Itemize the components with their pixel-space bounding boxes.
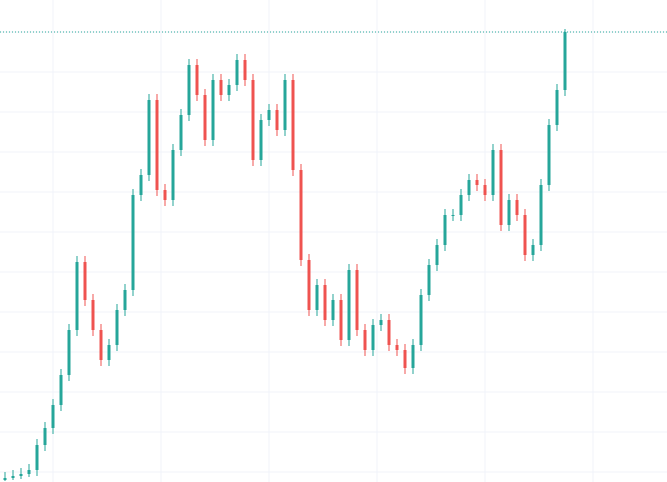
candle-body — [379, 320, 383, 325]
candle-body — [467, 180, 471, 195]
candle-body — [339, 300, 343, 340]
candle-body — [203, 95, 207, 140]
candle-body — [531, 245, 535, 255]
candle-body — [59, 375, 63, 405]
candle-body — [451, 215, 455, 216]
candle-body — [283, 80, 287, 130]
candle-body — [163, 190, 167, 200]
candle-body — [219, 80, 223, 95]
candle-body — [459, 195, 463, 215]
candle-body — [355, 270, 359, 330]
candle-body — [291, 80, 295, 170]
candle-body — [515, 200, 519, 215]
candle-body — [363, 330, 367, 350]
candle-body — [139, 175, 143, 195]
candle-body — [75, 262, 79, 330]
candle-body — [403, 350, 407, 368]
candle-body — [475, 180, 479, 185]
candle-body — [419, 295, 423, 345]
candle-body — [443, 215, 447, 245]
candle-body — [123, 290, 127, 310]
candle-body — [267, 110, 271, 120]
candle-body — [491, 150, 495, 195]
candle-body — [307, 260, 311, 310]
candle-body — [243, 60, 247, 80]
candle-body — [395, 345, 399, 350]
candle-body — [315, 285, 319, 310]
candle-body — [251, 80, 255, 160]
candle-body — [147, 100, 151, 175]
candle-body — [275, 110, 279, 130]
candle-body — [19, 474, 23, 476]
candle-body — [83, 262, 87, 300]
candle-body — [523, 215, 527, 255]
candle-body — [11, 476, 15, 478]
candle-body — [227, 85, 231, 95]
candle-body — [43, 428, 47, 445]
candle-body — [115, 310, 119, 345]
candle-body — [3, 478, 7, 480]
candle-body — [347, 270, 351, 340]
candle-body — [67, 330, 71, 375]
candle-body — [51, 405, 55, 428]
candle-body — [563, 32, 567, 90]
candle-body — [131, 195, 135, 290]
candle-body — [171, 150, 175, 200]
candle-body — [427, 265, 431, 295]
candle-body — [195, 65, 199, 95]
candle-body — [435, 245, 439, 265]
candle-body — [259, 120, 263, 160]
candle-body — [331, 300, 335, 320]
candle-body — [179, 115, 183, 150]
candle-body — [211, 80, 215, 140]
candle-body — [539, 185, 543, 245]
candle-body — [99, 330, 103, 360]
candle-body — [107, 345, 111, 360]
candle-body — [371, 325, 375, 350]
candle-body — [507, 200, 511, 225]
candle-body — [27, 470, 31, 474]
candle-body — [91, 300, 95, 330]
candle-body — [187, 65, 191, 115]
candle-body — [411, 345, 415, 368]
candle-body — [299, 170, 303, 260]
candle-body — [387, 320, 391, 345]
candle-body — [483, 185, 487, 195]
candle-body — [155, 100, 159, 190]
candle-body — [499, 150, 503, 225]
candle-body — [35, 445, 39, 470]
candle-body — [323, 285, 327, 320]
candle-body — [555, 90, 559, 125]
candle-body — [547, 125, 551, 185]
candle-body — [235, 60, 239, 85]
